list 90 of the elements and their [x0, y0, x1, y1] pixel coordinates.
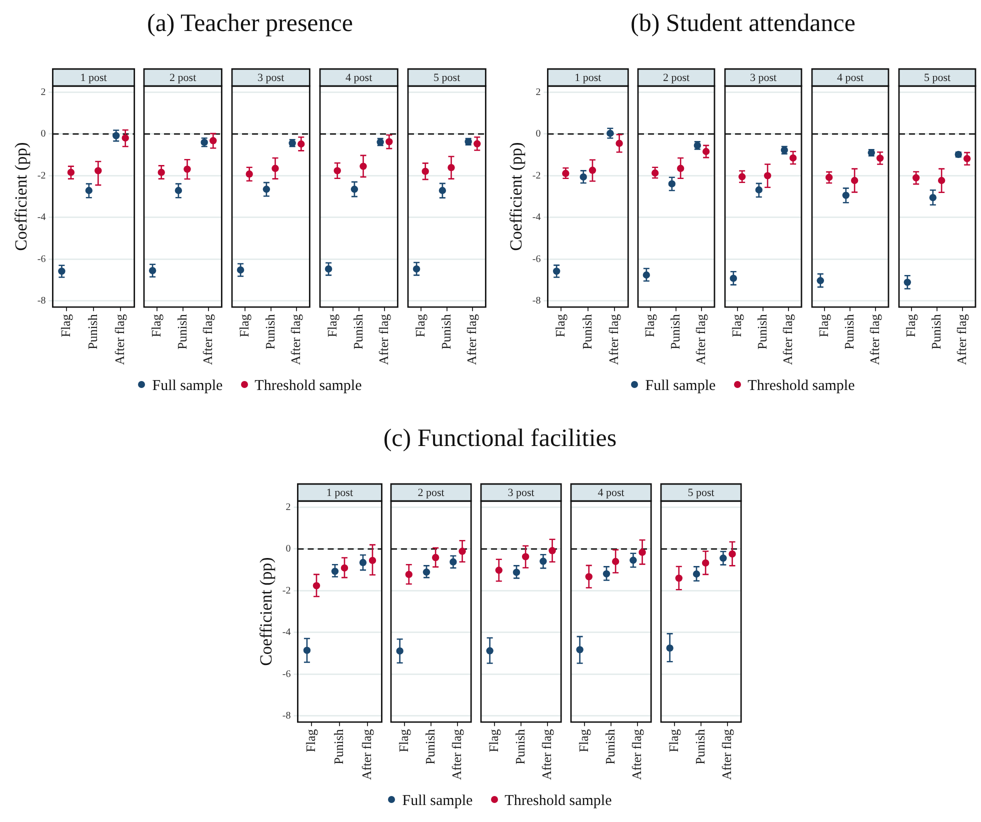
x-tick-label: Punish — [668, 314, 683, 350]
x-tick-label: After flag — [376, 314, 392, 365]
x-tick-label: Flag — [486, 728, 501, 752]
x-tick-label: Punish — [692, 728, 708, 765]
chart-title: 3 post — [258, 72, 284, 84]
x-tick-label: Flag — [303, 728, 318, 752]
x-tick-label: Flag — [576, 728, 591, 752]
legend-label: Threshold sample — [504, 793, 612, 809]
x-tick-label: After flag — [539, 728, 554, 780]
x-tick-label: After flag — [867, 314, 882, 365]
legend-label: Threshold sample — [254, 378, 362, 394]
y-axis-title: Coefficient (pp) — [506, 142, 526, 251]
x-tick-label: Punish — [174, 314, 190, 350]
text: (c) Functional facilities — [382, 425, 618, 453]
y-tick-label: -4 — [37, 212, 46, 224]
x-tick-label: Flag — [236, 314, 252, 338]
legend-label: Full sample — [401, 793, 473, 809]
y-tick-label: -8 — [37, 295, 46, 306]
x-tick-label: Punish — [262, 314, 278, 350]
x-tick-label: After flag — [719, 728, 734, 780]
x-tick-label: Flag — [396, 728, 411, 752]
y-tick-label: -4 — [282, 627, 291, 638]
y-tick-label: -6 — [282, 668, 291, 680]
x-tick-label: Flag — [412, 314, 428, 338]
y-tick-label: -6 — [532, 254, 541, 265]
x-tick-label: Punish — [84, 314, 100, 350]
y-tick-label: 2 — [286, 502, 291, 513]
x-tick-label: Punish — [754, 314, 770, 350]
y-tick-label: 2 — [40, 86, 46, 98]
chart-title: 5 post — [434, 72, 460, 84]
chart-title: 3 post — [508, 486, 534, 499]
chart-title: 1 post — [326, 486, 354, 499]
x-tick-label: Punish — [512, 728, 528, 765]
x-tick-label: Flag — [552, 314, 568, 338]
x-tick-label: After flag — [449, 728, 464, 780]
x-tick-label: Punish — [602, 728, 618, 765]
x-tick-label: Flag — [666, 728, 681, 752]
y-tick-label: 0 — [286, 544, 291, 555]
x-tick-label: Punish — [422, 728, 438, 765]
text: (a) Teacher presence — [146, 10, 354, 38]
chart-title: 1 post — [80, 72, 107, 84]
chart-title: 4 post — [346, 72, 372, 84]
text: (b) Student attendance — [630, 10, 856, 38]
y-tick-label: -4 — [532, 212, 541, 224]
legend-label: Full sample — [644, 378, 716, 394]
chart-title: 1 post — [574, 72, 602, 84]
x-tick-label: After flag — [288, 314, 304, 365]
x-tick-label: Flag — [816, 314, 832, 338]
y-tick-label: -2 — [37, 170, 46, 182]
y-tick-label: -2 — [532, 170, 541, 182]
y-tick-label: -8 — [282, 710, 291, 722]
x-tick-label: After flag — [693, 314, 708, 365]
chart-title: 2 post — [170, 72, 196, 84]
x-tick-label: Flag — [729, 314, 744, 338]
legend-label: Full sample — [151, 378, 223, 394]
x-tick-label: Punish — [350, 314, 366, 350]
x-tick-label: After flag — [359, 728, 374, 780]
x-tick-label: Punish — [438, 314, 454, 350]
x-tick-label: Punish — [928, 314, 944, 350]
x-tick-label: Flag — [642, 314, 658, 338]
y-axis-title: Coefficient (pp) — [256, 557, 276, 666]
x-tick-label: Punish — [842, 314, 857, 350]
x-tick-label: After flag — [200, 314, 216, 365]
y-tick-label: 0 — [536, 128, 541, 140]
x-tick-label: After flag — [464, 314, 480, 365]
y-axis-title: Coefficient (pp) — [12, 142, 31, 251]
chart-title: 2 post — [418, 486, 444, 499]
x-tick-label: After flag — [606, 314, 622, 365]
x-tick-label: After flag — [112, 314, 128, 365]
chart-title: 5 post — [688, 486, 714, 499]
chart-title: 2 post — [662, 72, 690, 84]
x-tick-label: After flag — [780, 314, 796, 365]
x-tick-label: After flag — [629, 728, 644, 780]
x-tick-label: Punish — [331, 728, 346, 765]
y-tick-label: -8 — [532, 295, 541, 306]
y-tick-label: -2 — [282, 585, 291, 596]
x-tick-label: Flag — [324, 314, 340, 338]
x-tick-label: Flag — [58, 314, 73, 338]
y-tick-label: 0 — [40, 128, 46, 140]
chart-title: 4 post — [836, 72, 864, 84]
x-tick-label: After flag — [954, 314, 970, 365]
x-tick-label: Flag — [148, 314, 164, 338]
x-tick-label: Punish — [579, 314, 594, 350]
chart-title: 3 post — [750, 72, 777, 84]
y-tick-label: 2 — [536, 86, 541, 98]
chart-title: 4 post — [598, 486, 624, 499]
y-tick-label: -6 — [37, 254, 46, 265]
chart-title: 5 post — [924, 72, 951, 84]
x-tick-label: Flag — [903, 314, 918, 338]
legend-label: Threshold sample — [746, 378, 855, 394]
